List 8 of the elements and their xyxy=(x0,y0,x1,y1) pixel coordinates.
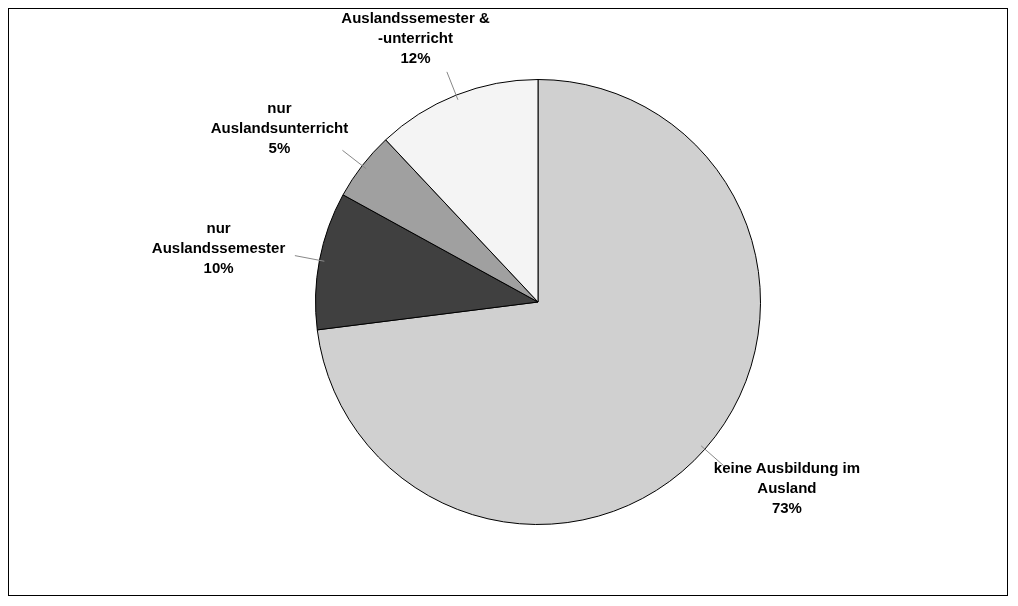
data-label: 12% xyxy=(400,49,431,67)
slice-label: keine Ausbildung im Ausland xyxy=(713,458,860,496)
slice-label: Auslandssemester & -unterricht xyxy=(341,9,490,47)
data-label: 10% xyxy=(203,259,234,277)
slice-label: nur Auslandssemester xyxy=(151,219,286,257)
slice-label: nur Auslandsunterricht xyxy=(210,98,349,136)
data-label: 5% xyxy=(268,138,291,156)
data-label: 73% xyxy=(771,498,802,516)
